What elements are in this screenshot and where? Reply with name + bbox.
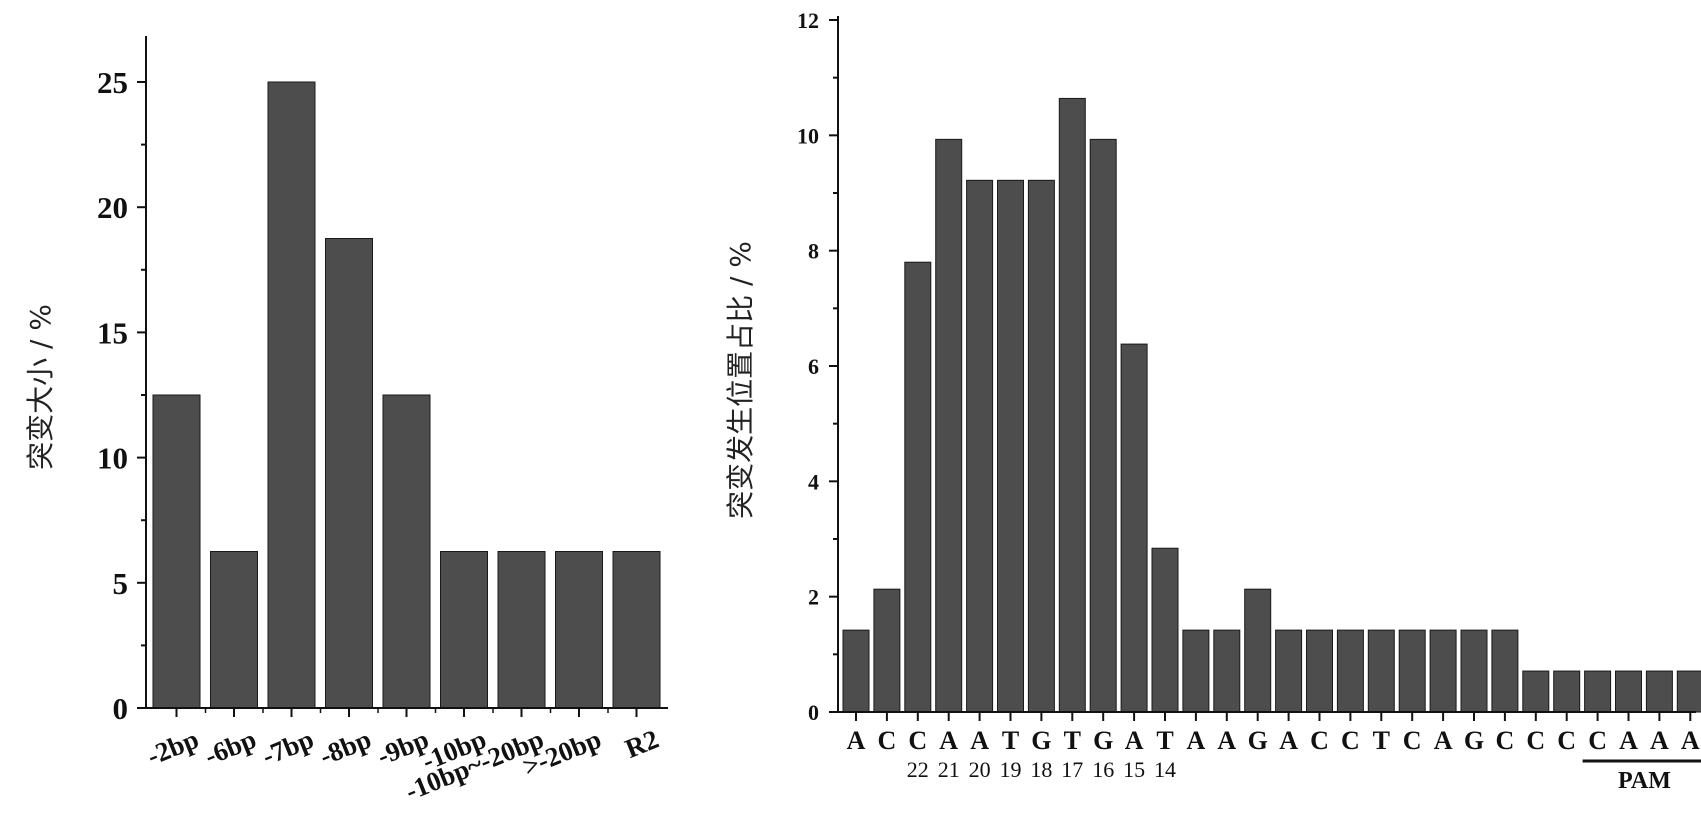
- bar-27: [1676, 670, 1701, 713]
- bar-25: [1615, 670, 1642, 713]
- x-base-label: A: [1217, 726, 1236, 755]
- x-position-number: 20: [969, 757, 991, 782]
- y-tick-label: 25: [97, 65, 128, 100]
- x-base-label: A: [847, 726, 866, 755]
- bar-4: [966, 179, 994, 713]
- x-base-label: C: [1496, 726, 1515, 755]
- bar-4: [382, 394, 431, 709]
- x-position-number: 17: [1061, 757, 1083, 782]
- bar-6: [1027, 179, 1055, 713]
- x-tick-label: -2bp: [143, 724, 203, 771]
- x-position-number: 21: [938, 757, 960, 782]
- bar-21: [1491, 629, 1519, 713]
- bar-3: [325, 238, 373, 709]
- bar-7: [1058, 97, 1086, 713]
- x-position-number: 14: [1154, 757, 1176, 782]
- x-base-label: A: [1434, 726, 1453, 755]
- bar-3: [935, 138, 963, 713]
- bar-14: [1275, 629, 1303, 713]
- bar-6: [497, 551, 546, 709]
- x-tick-label: -8bp: [315, 724, 375, 771]
- bar-8: [1089, 138, 1117, 713]
- bar-13: [1244, 588, 1272, 713]
- x-base-label: A: [939, 726, 958, 755]
- x-base-label: C: [1403, 726, 1422, 755]
- y-tick-label: 0: [113, 691, 129, 726]
- x-base-label: A: [1187, 726, 1206, 755]
- x-base-label: A: [1125, 726, 1144, 755]
- y-tick-label: 12: [797, 8, 819, 33]
- y-tick-label: 15: [97, 315, 128, 350]
- y-tick-label: 20: [97, 190, 128, 225]
- y-axis-label: 突变发生位置占比 / %: [724, 241, 757, 519]
- y-tick-label: 10: [797, 123, 819, 148]
- x-base-label: T: [1064, 726, 1081, 755]
- y-tick-label: 4: [808, 469, 819, 494]
- bar-23: [1553, 670, 1581, 713]
- y-axis-label: 突变大小 / %: [24, 304, 57, 470]
- bar-22: [1522, 670, 1550, 713]
- bar-11: [1182, 629, 1210, 713]
- bar-15: [1306, 629, 1333, 713]
- x-position-number: 18: [1030, 757, 1052, 782]
- bar-1: [210, 551, 258, 709]
- bar-7: [555, 551, 603, 709]
- bar-5: [440, 551, 488, 709]
- bar-16: [1336, 629, 1364, 713]
- x-base-label: G: [1464, 726, 1484, 755]
- x-position-number: 15: [1123, 757, 1145, 782]
- x-base-label: T: [1156, 726, 1173, 755]
- y-tick-label: 0: [808, 700, 819, 725]
- bar-20: [1460, 629, 1488, 713]
- bar-2: [904, 261, 932, 713]
- bar-19: [1429, 629, 1457, 713]
- x-base-label: C: [1588, 726, 1607, 755]
- bar-9: [1120, 343, 1148, 713]
- bar-2: [267, 81, 316, 709]
- x-base-label: G: [1031, 726, 1051, 755]
- x-base-label: C: [1526, 726, 1545, 755]
- bar-24: [1584, 670, 1612, 713]
- x-tick-label: -7bp: [258, 724, 318, 771]
- x-tick-label: -6bp: [200, 724, 260, 771]
- x-base-label: C: [878, 726, 897, 755]
- x-base-label: G: [1248, 726, 1268, 755]
- x-base-label: C: [1557, 726, 1576, 755]
- bar-8: [612, 551, 661, 709]
- y-tick-label: 8: [808, 239, 819, 264]
- x-base-label: A: [1681, 726, 1700, 755]
- x-base-label: A: [1650, 726, 1669, 755]
- bar-18: [1398, 629, 1426, 713]
- bar-12: [1213, 629, 1241, 713]
- bar-26: [1645, 670, 1673, 713]
- x-base-label: C: [908, 726, 927, 755]
- x-base-label: T: [1002, 726, 1019, 755]
- x-base-label: A: [970, 726, 989, 755]
- y-tick-label: 10: [97, 441, 128, 476]
- mutation-size-chart: 0510152025-2bp-6bp-7bp-8bp-9bp-10bp-10bp…: [24, 36, 668, 806]
- x-position-number: 19: [1000, 757, 1022, 782]
- x-position-number: 22: [907, 757, 929, 782]
- x-base-label: A: [1619, 726, 1638, 755]
- x-base-label: A: [1279, 726, 1298, 755]
- x-base-label: C: [1341, 726, 1360, 755]
- bar-10: [1151, 547, 1179, 713]
- bar-17: [1367, 629, 1395, 713]
- y-tick-label: 2: [808, 585, 819, 610]
- bar-1: [873, 588, 901, 713]
- bar-5: [997, 179, 1024, 713]
- pam-label: PAM: [1618, 768, 1671, 794]
- bar-0: [152, 394, 201, 709]
- x-base-label: G: [1093, 726, 1113, 755]
- x-base-label: T: [1373, 726, 1390, 755]
- bar-0: [842, 629, 870, 713]
- x-position-number: 16: [1092, 757, 1114, 782]
- x-base-label: C: [1310, 726, 1329, 755]
- x-tick-label: R2: [621, 724, 663, 764]
- y-tick-label: 6: [808, 354, 819, 379]
- y-tick-label: 5: [113, 566, 129, 601]
